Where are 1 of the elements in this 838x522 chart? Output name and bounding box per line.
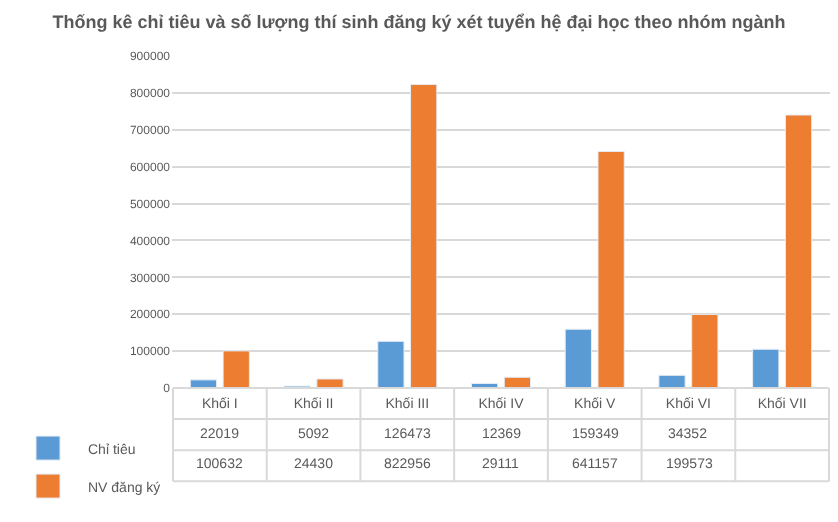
chart-title: Thống kê chỉ tiêu và số lượng thí sinh đăng ký xét tuyển hệ đại học theo nhóm ngành (52, 12, 786, 33)
